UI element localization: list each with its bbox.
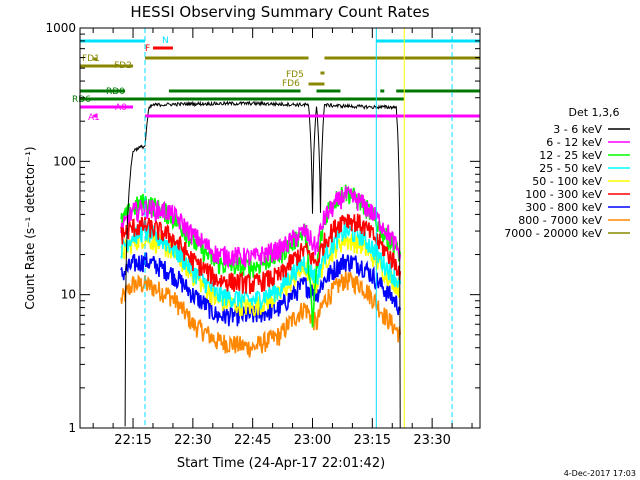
flag-label-fd5: FD5	[286, 70, 304, 80]
x-tick-label: 23:15	[354, 433, 391, 448]
x-axis-label: Start Time (24-Apr-17 22:01:42)	[177, 456, 385, 471]
legend-title: Det 1,3,6	[568, 106, 619, 119]
flag-label-a0: A0	[115, 103, 127, 113]
legend-label-7: 800 - 7000 keV	[518, 214, 602, 227]
series-line-5	[120, 213, 401, 295]
y-tick-label: 1	[68, 421, 76, 435]
x-tick-label: 22:15	[114, 433, 151, 448]
series-line-3	[120, 221, 401, 310]
footer-date: 4-Dec-2017 17:03	[564, 469, 636, 478]
y-tick-label: 10	[61, 288, 76, 302]
series-line-7	[120, 270, 401, 358]
series-line-1	[120, 185, 401, 270]
flag-label-f: F	[145, 44, 150, 54]
x-tick-label: 22:45	[234, 433, 271, 448]
flag-label-fd6: FD6	[282, 79, 300, 89]
y-tick-label: 1000	[45, 21, 76, 35]
legend-label-0: 3 - 6 keV	[553, 123, 602, 136]
plot-frame	[79, 27, 481, 429]
x-tick-label: 23:30	[413, 433, 450, 448]
x-tick-label: 22:30	[174, 433, 211, 448]
legend-label-4: 50 - 100 keV	[532, 175, 602, 188]
flag-label-fd1: FD1	[82, 54, 100, 64]
legend-label-3: 25 - 50 keV	[539, 162, 602, 175]
series-line-0	[124, 100, 401, 429]
legend-label-2: 12 - 25 keV	[539, 149, 602, 162]
legend-label-5: 100 - 300 keV	[525, 188, 602, 201]
y-axis-label: Count Rate (s⁻¹ detector⁻¹)	[23, 146, 37, 309]
flag-label-n: N	[162, 36, 169, 46]
flag-label-rd6: RD6	[72, 95, 91, 105]
flag-label-a1: A1	[88, 113, 100, 123]
axes: 1 10 100 1000 22:15 22:30 22:45 23:00 23:15 23:30	[45, 21, 481, 448]
flag-label-fd2: FD2	[114, 61, 132, 71]
legend-label-1: 6 - 12 keV	[546, 136, 602, 149]
y-tick-label: 100	[53, 154, 76, 168]
legend-label-6: 300 - 800 keV	[525, 201, 602, 214]
flag-label-rd0: RD0	[106, 87, 125, 97]
legend-label-8: 7000 - 20000 keV	[504, 227, 602, 240]
chart-title: HESSI Observing Summary Count Rates	[130, 3, 429, 21]
x-tick-label: 23:00	[294, 433, 331, 448]
